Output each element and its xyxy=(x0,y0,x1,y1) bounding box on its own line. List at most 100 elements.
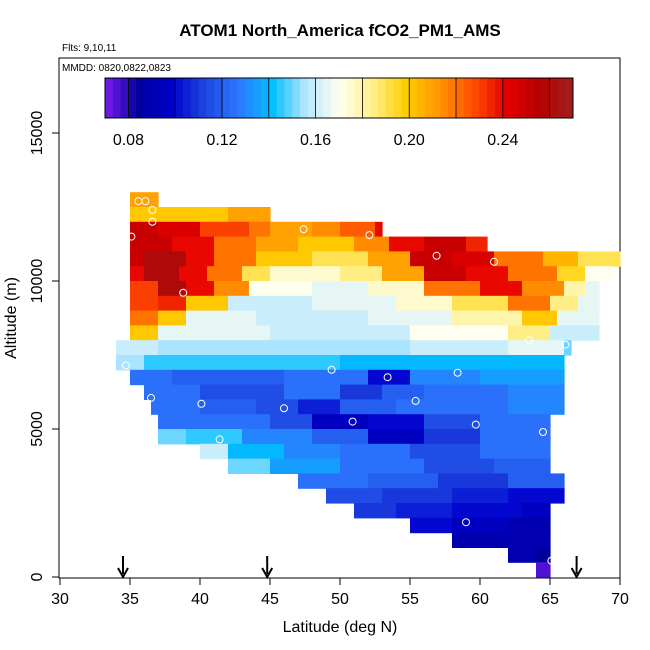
heatmap-cell xyxy=(158,340,271,356)
heatmap-cell xyxy=(228,295,313,312)
heatmap-cell xyxy=(452,399,509,415)
heatmap-cell xyxy=(214,281,250,297)
colorbar-swatch xyxy=(144,78,153,118)
colorbar-swatch xyxy=(502,78,512,118)
heatmap-cell xyxy=(228,355,341,371)
x-tick-label: 45 xyxy=(261,591,279,608)
heatmap-cell xyxy=(452,295,509,312)
heatmap-cell xyxy=(452,488,509,504)
heatmap-cell xyxy=(424,458,495,474)
y-axis-label: Altitude (m) xyxy=(3,277,20,359)
heatmap-cell xyxy=(424,281,481,297)
heatmap-cell xyxy=(158,221,201,238)
y-tick-label: 15000 xyxy=(29,111,46,156)
heatmap-cell xyxy=(270,266,341,282)
heatmap-cell xyxy=(354,503,397,519)
colorbar-swatch xyxy=(315,78,324,118)
heatmap-cell xyxy=(508,517,551,534)
heatmap-cell xyxy=(410,369,481,386)
colorbar-swatch xyxy=(401,78,410,118)
heatmap-cell xyxy=(186,310,257,326)
colorbar-swatch xyxy=(261,78,270,118)
heatmap-cell xyxy=(158,207,229,223)
heatmap-cell xyxy=(158,325,271,341)
heatmap-cell xyxy=(396,399,453,415)
colorbar-swatch xyxy=(214,78,223,118)
measurement-point xyxy=(121,361,130,370)
heatmap-cell xyxy=(249,281,313,297)
colorbar-swatch xyxy=(471,78,480,118)
heatmap-cell xyxy=(424,266,467,282)
heatmap-cell xyxy=(368,251,411,267)
colorbar-swatch xyxy=(105,78,114,118)
colorbar-swatch xyxy=(292,78,301,118)
colorbar-swatch xyxy=(159,78,168,118)
heatmap-cell xyxy=(424,236,467,252)
heatmap-cell xyxy=(424,355,509,371)
heatmap-cell xyxy=(312,414,369,430)
colorbar-swatch xyxy=(198,78,207,118)
x-tick-label: 70 xyxy=(611,591,629,608)
heatmap-cell xyxy=(326,488,383,504)
flight-arrows xyxy=(117,556,583,580)
heatmap-cell xyxy=(158,281,187,297)
measurement-point xyxy=(327,365,336,374)
heatmap-cell xyxy=(144,384,201,400)
heatmap-cell xyxy=(536,562,551,578)
measurement-point xyxy=(547,556,556,565)
measurement-point xyxy=(179,288,188,297)
heatmap-cell xyxy=(508,355,565,371)
arrow-head xyxy=(261,567,274,580)
heatmap-cell xyxy=(214,414,271,430)
heatmap-cell xyxy=(452,532,509,548)
heatmap-cell xyxy=(312,429,369,445)
heatmap-cell xyxy=(424,429,481,445)
measurement-point xyxy=(215,435,224,444)
heatmap-cell xyxy=(130,295,159,312)
heatmap-cell xyxy=(144,251,187,267)
x-tick-label: 65 xyxy=(541,591,559,608)
heatmap-cell xyxy=(270,340,411,356)
heatmap-cells xyxy=(116,192,621,578)
colorbar-swatch xyxy=(206,78,215,118)
colorbar-tick-label: 0.08 xyxy=(113,132,144,149)
colorbar-tick-label: 0.20 xyxy=(394,132,425,149)
heatmap-cell xyxy=(480,443,551,460)
colorbar-swatch xyxy=(409,78,418,118)
heatmap-cell xyxy=(186,295,229,312)
heatmap-cell xyxy=(382,488,453,504)
measurement-point xyxy=(197,399,206,408)
heatmap-cell xyxy=(284,443,341,460)
heatmap-cell xyxy=(186,251,215,267)
colorbar-swatch xyxy=(534,78,543,118)
heatmap-cell xyxy=(340,266,383,282)
x-tick-label: 55 xyxy=(401,591,419,608)
heatmap-cell xyxy=(130,325,159,341)
heatmap-cell xyxy=(130,192,159,208)
colorbar-swatch xyxy=(120,78,129,118)
measurement-point xyxy=(490,257,498,266)
colorbar-swatch xyxy=(417,78,426,118)
heatmap-cell xyxy=(508,399,565,415)
heatmap-cell xyxy=(354,236,390,252)
measurement-point xyxy=(561,340,570,349)
heatmap-cell xyxy=(382,266,425,282)
colorbar-swatch xyxy=(229,78,239,118)
heatmap-cell xyxy=(396,503,453,519)
colorbar-swatch xyxy=(300,78,309,118)
heatmap-cell xyxy=(340,458,425,474)
heatmap-cell xyxy=(494,458,551,474)
x-tick-label: 60 xyxy=(471,591,489,608)
heatmap-cell xyxy=(564,340,572,356)
measurement-point xyxy=(411,396,420,405)
heatmap-cell xyxy=(130,251,145,267)
heatmap-cell xyxy=(340,384,383,400)
heatmap-cell xyxy=(186,281,215,297)
heatmap-cell xyxy=(256,310,369,326)
measurement-point xyxy=(348,417,357,426)
colorbar-swatch xyxy=(541,78,551,118)
colorbar-swatch xyxy=(479,78,488,118)
measurement-point xyxy=(471,420,480,429)
heatmap-cell xyxy=(452,517,509,534)
heatmap-cell xyxy=(508,488,565,504)
